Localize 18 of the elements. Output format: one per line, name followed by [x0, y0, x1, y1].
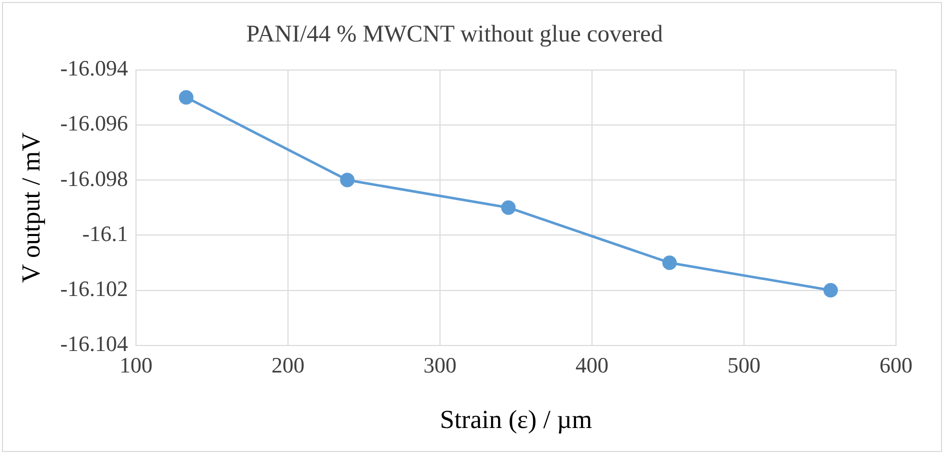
- point: [823, 283, 838, 298]
- y-tick-label: -16.094: [60, 56, 128, 81]
- point: [501, 200, 516, 215]
- x-tick-label: 200: [272, 352, 305, 378]
- point: [662, 255, 677, 270]
- y-tick-label: -16.098: [60, 166, 128, 191]
- chart-title: PANI/44 % MWCNT without glue covered: [246, 22, 663, 48]
- y-tick-label: -16.102: [60, 276, 128, 302]
- x-tick-label: 600: [880, 352, 912, 378]
- y-tick-label: -16.096: [60, 110, 128, 136]
- point: [340, 172, 355, 188]
- y-axis-title: V output / mV: [16, 132, 46, 283]
- point: [178, 90, 194, 105]
- x-tick-label: 300: [424, 352, 457, 378]
- x-tick-label: 500: [728, 352, 761, 378]
- x-tick-label: 400: [576, 352, 609, 378]
- y-tick-label: -16.1: [82, 220, 128, 246]
- x-axis-title: Strain (ε) / µm: [440, 405, 592, 434]
